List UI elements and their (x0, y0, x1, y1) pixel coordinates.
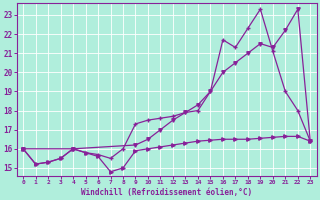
X-axis label: Windchill (Refroidissement éolien,°C): Windchill (Refroidissement éolien,°C) (81, 188, 252, 197)
